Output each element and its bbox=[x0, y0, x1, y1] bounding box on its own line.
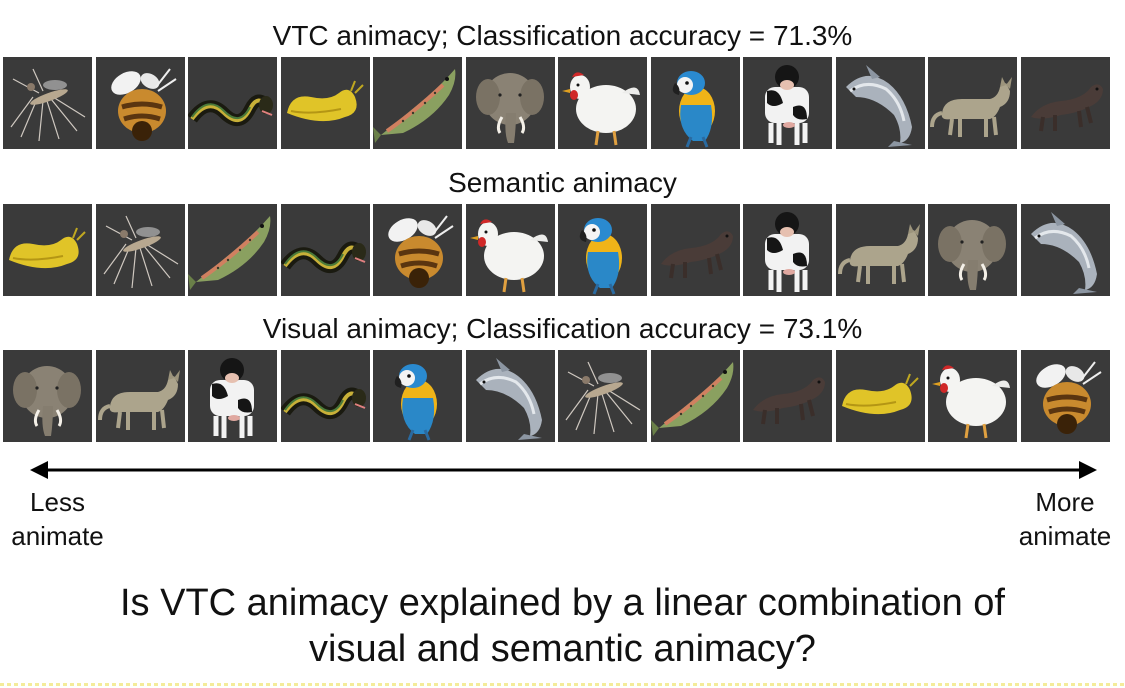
fish-image bbox=[373, 69, 456, 143]
animal-tile-cow bbox=[188, 350, 277, 442]
snake-image bbox=[280, 387, 366, 419]
animal-tile-ferret bbox=[1020, 57, 1110, 149]
snake-image bbox=[188, 94, 273, 126]
cow-image bbox=[765, 212, 809, 292]
mosquito-image bbox=[10, 68, 86, 142]
animal-tile-bee bbox=[95, 57, 185, 149]
elephant-image bbox=[938, 220, 1006, 290]
chicken-image bbox=[562, 72, 640, 146]
slug-image bbox=[286, 80, 364, 122]
bee-image bbox=[110, 68, 177, 141]
animal-tile-chicken bbox=[465, 204, 555, 296]
ferret-image bbox=[660, 231, 733, 279]
parrot-image bbox=[394, 364, 437, 441]
snake-image bbox=[280, 241, 366, 273]
animal-tile-dolphin bbox=[835, 57, 925, 149]
animal-tile-slug bbox=[280, 57, 370, 149]
ferret-image bbox=[1030, 84, 1103, 132]
ferret-image bbox=[753, 377, 825, 425]
bee-image bbox=[1035, 361, 1102, 434]
fish-image bbox=[650, 362, 733, 436]
axis-label-more-animate: More animate bbox=[1018, 487, 1112, 551]
slug-image bbox=[841, 373, 919, 415]
mosquito-image bbox=[565, 361, 641, 435]
animal-tile-fish bbox=[188, 204, 277, 296]
animal-tile-chicken bbox=[558, 57, 647, 149]
bee-image bbox=[388, 215, 454, 288]
row-title-visual: Visual animacy; Classification accuracy … bbox=[262, 313, 863, 344]
animacy-axis-arrow bbox=[30, 461, 1097, 479]
elephant-image bbox=[13, 366, 81, 436]
cow-image bbox=[765, 65, 809, 145]
animal-tile-snake bbox=[188, 57, 277, 149]
row-title-semantic: Semantic animacy bbox=[448, 167, 677, 198]
animal-tile-cow bbox=[743, 204, 832, 296]
axis-label-less-animate: Less animate bbox=[11, 487, 104, 551]
animal-tile-elephant bbox=[928, 204, 1017, 296]
animal-tile-fish bbox=[650, 350, 740, 442]
animal-tile-elephant bbox=[3, 350, 92, 442]
chicken-image bbox=[932, 365, 1010, 439]
animal-tile-ferret bbox=[743, 350, 832, 442]
animal-strip-semantic bbox=[3, 204, 1121, 296]
animal-tile-snake bbox=[280, 204, 370, 296]
slug-image bbox=[9, 227, 86, 269]
research-question: Is VTC animacy explained by a linear com… bbox=[119, 582, 1005, 670]
animal-tile-bee bbox=[1020, 350, 1110, 442]
animal-tile-ferret bbox=[650, 204, 740, 296]
parrot-image bbox=[672, 71, 715, 148]
cat-image bbox=[97, 370, 180, 430]
animal-tile-cow bbox=[743, 57, 832, 149]
animal-tile-parrot bbox=[373, 350, 462, 442]
animal-tile-cat bbox=[928, 57, 1017, 149]
animal-tile-parrot bbox=[558, 204, 647, 296]
animal-tile-parrot bbox=[650, 57, 740, 149]
animal-tile-mosquito bbox=[95, 204, 185, 296]
animal-tile-chicken bbox=[928, 350, 1017, 442]
cat-image bbox=[837, 224, 920, 284]
mosquito-image bbox=[103, 215, 178, 289]
animal-tile-mosquito bbox=[3, 57, 92, 149]
animal-tile-mosquito bbox=[558, 350, 647, 442]
animal-tile-cat bbox=[835, 204, 925, 296]
animal-tile-bee bbox=[373, 204, 462, 296]
dolphin-image bbox=[1030, 212, 1097, 294]
animal-tile-dolphin bbox=[1020, 204, 1110, 296]
animal-tile-elephant bbox=[465, 57, 555, 149]
chicken-image bbox=[469, 219, 548, 293]
dolphin-image bbox=[475, 358, 542, 440]
fish-image bbox=[188, 216, 271, 290]
parrot-image bbox=[579, 218, 622, 295]
dolphin-image bbox=[845, 65, 912, 147]
animal-strip-vtc bbox=[3, 57, 1121, 149]
animal-strip-visual bbox=[3, 350, 1121, 442]
animal-tile-dolphin bbox=[465, 350, 555, 442]
animal-tile-slug bbox=[3, 204, 92, 296]
cat-image bbox=[930, 77, 1012, 137]
animal-tile-fish bbox=[373, 57, 462, 149]
elephant-image bbox=[475, 73, 544, 143]
animal-tile-cat bbox=[95, 350, 185, 442]
animal-tile-slug bbox=[835, 350, 925, 442]
footer-dotted-line bbox=[0, 683, 1125, 686]
row-title-vtc: VTC animacy; Classification accuracy = 7… bbox=[272, 20, 853, 51]
cow-image bbox=[210, 358, 254, 438]
animal-tile-snake bbox=[280, 350, 370, 442]
